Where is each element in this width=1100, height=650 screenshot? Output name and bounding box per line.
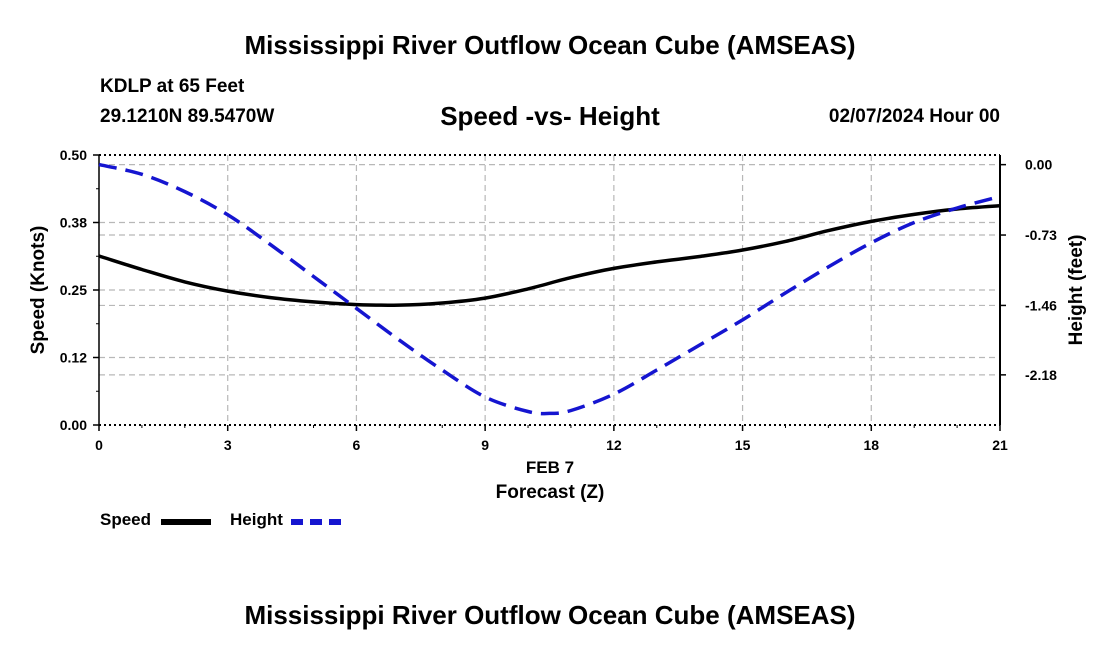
coordinates-label: 29.1210N 89.5470W [100,106,275,127]
y-left-axis-title: Speed (Knots) [28,226,49,355]
y-right-tick-label: 0.00 [1025,157,1052,173]
x-tick-label: 18 [863,437,879,453]
y-right-axis-title: Height (feet) [1066,235,1087,346]
x-tick-label: 21 [992,437,1008,453]
legend-height-label: Height [230,510,283,529]
y-left-tick-label: 0.50 [60,147,87,163]
legend-speed-label: Speed [100,510,152,529]
y-right-tick-label: -0.73 [1025,227,1057,243]
height-series-line [98,162,1001,416]
x-axis-date-label: FEB 7 [525,458,575,477]
x-tick-label: 6 [353,437,361,453]
chart-labels: 0 3 6 9 12 15 18 21 0.00 0.12 0.25 0.38 0.50 0.00 -0.7… [28,147,1087,453]
x-tick-label: 0 [95,437,103,453]
legend-height-swatch [291,519,341,525]
date-label: 02/07/2024 Hour 00 [828,106,1000,127]
chart-title: Speed -vs- Height [440,101,660,131]
chart-axes [93,154,1006,431]
y-left-tick-label: 0.12 [60,350,87,366]
y-right-tick-label: -1.46 [1025,297,1057,313]
x-tick-label: 3 [224,437,232,453]
legend-speed-swatch [161,519,211,525]
y-right-tick-label: -2.18 [1025,367,1057,383]
speed-series-line [98,204,1001,307]
x-axis-title: Forecast (Z) [495,482,605,503]
x-tick-label: 9 [481,437,489,453]
y-left-tick-label: 0.00 [60,417,87,433]
y-left-tick-label: 0.38 [60,215,87,231]
y-left-tick-label: 0.25 [60,282,87,298]
chart-grid [99,155,1000,425]
x-tick-label: 15 [735,437,751,453]
x-tick-label: 12 [606,437,622,453]
footer-title: Mississippi River Outflow Ocean Cube (AM… [244,600,856,630]
chart-series [98,162,1001,416]
main-title: Mississippi River Outflow Ocean Cube (AM… [244,30,856,60]
station-label: KDLP at 65 Feet [100,76,245,97]
